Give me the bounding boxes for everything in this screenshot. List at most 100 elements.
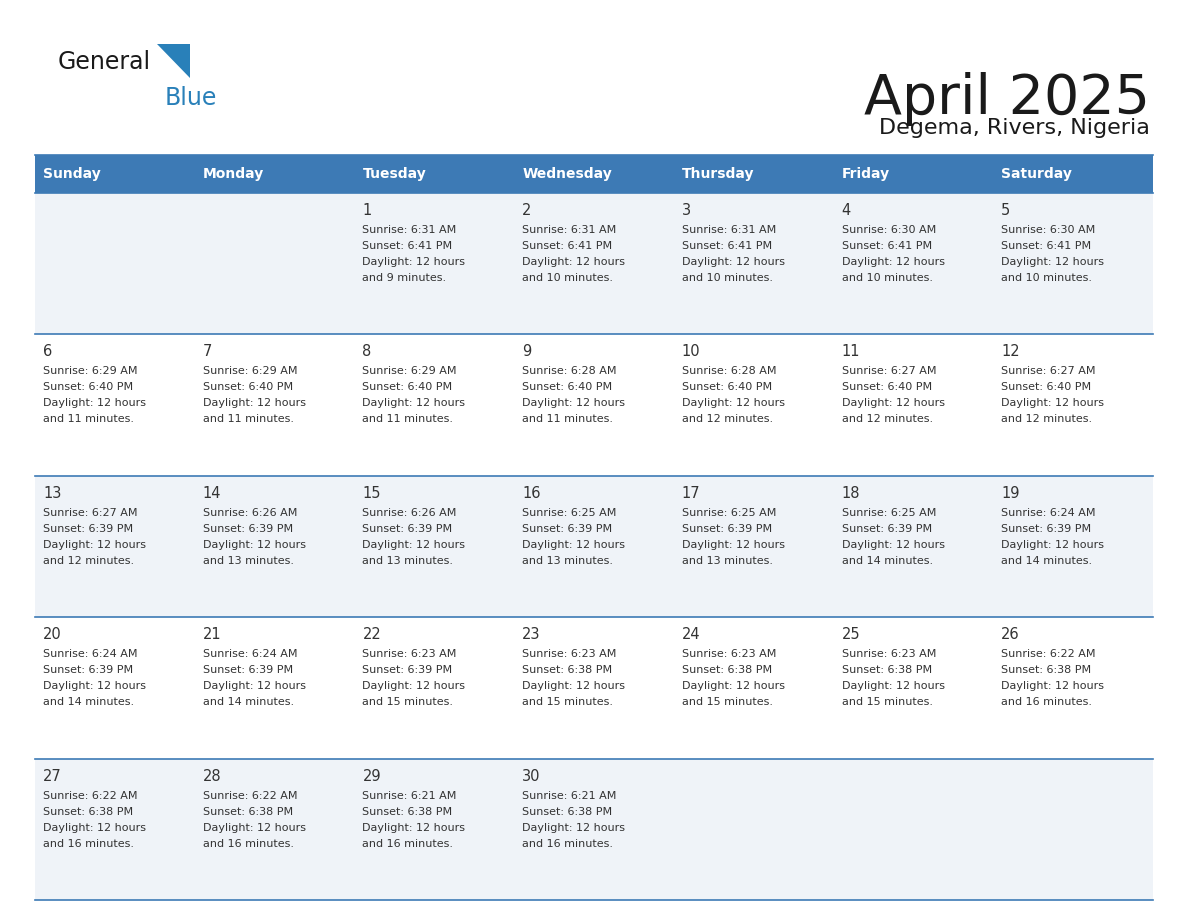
Text: and 12 minutes.: and 12 minutes. xyxy=(43,555,134,565)
Text: Sunrise: 6:27 AM: Sunrise: 6:27 AM xyxy=(1001,366,1095,376)
Text: Daylight: 12 hours: Daylight: 12 hours xyxy=(841,540,944,550)
Text: and 16 minutes.: and 16 minutes. xyxy=(1001,697,1092,707)
Text: Daylight: 12 hours: Daylight: 12 hours xyxy=(682,681,785,691)
Bar xyxy=(674,155,834,193)
Text: 7: 7 xyxy=(203,344,213,360)
Text: Sunset: 6:39 PM: Sunset: 6:39 PM xyxy=(1001,524,1092,533)
Text: Blue: Blue xyxy=(165,86,217,110)
Text: Daylight: 12 hours: Daylight: 12 hours xyxy=(523,257,625,267)
Text: and 10 minutes.: and 10 minutes. xyxy=(523,273,613,283)
Text: 5: 5 xyxy=(1001,203,1011,218)
Text: Daylight: 12 hours: Daylight: 12 hours xyxy=(43,681,146,691)
Text: Sunrise: 6:25 AM: Sunrise: 6:25 AM xyxy=(523,508,617,518)
Text: 19: 19 xyxy=(1001,486,1019,501)
Text: Sunset: 6:38 PM: Sunset: 6:38 PM xyxy=(841,666,931,676)
Text: Daylight: 12 hours: Daylight: 12 hours xyxy=(43,398,146,409)
Text: Sunset: 6:40 PM: Sunset: 6:40 PM xyxy=(682,383,772,392)
Text: Sunrise: 6:31 AM: Sunrise: 6:31 AM xyxy=(362,225,456,235)
Text: Daylight: 12 hours: Daylight: 12 hours xyxy=(362,681,466,691)
Text: Daylight: 12 hours: Daylight: 12 hours xyxy=(841,398,944,409)
Text: 30: 30 xyxy=(523,768,541,784)
Text: 28: 28 xyxy=(203,768,221,784)
Text: 22: 22 xyxy=(362,627,381,643)
Text: Daylight: 12 hours: Daylight: 12 hours xyxy=(203,398,305,409)
Bar xyxy=(354,155,514,193)
Text: Sunrise: 6:29 AM: Sunrise: 6:29 AM xyxy=(362,366,457,376)
Text: Sunrise: 6:27 AM: Sunrise: 6:27 AM xyxy=(841,366,936,376)
Bar xyxy=(834,155,993,193)
Text: 17: 17 xyxy=(682,486,701,501)
Text: Daylight: 12 hours: Daylight: 12 hours xyxy=(841,257,944,267)
Text: Sunrise: 6:30 AM: Sunrise: 6:30 AM xyxy=(1001,225,1095,235)
Text: Daylight: 12 hours: Daylight: 12 hours xyxy=(523,681,625,691)
Text: 11: 11 xyxy=(841,344,860,360)
Text: and 11 minutes.: and 11 minutes. xyxy=(523,414,613,424)
Text: Sunset: 6:39 PM: Sunset: 6:39 PM xyxy=(362,666,453,676)
Text: and 15 minutes.: and 15 minutes. xyxy=(841,697,933,707)
Text: Sunset: 6:41 PM: Sunset: 6:41 PM xyxy=(841,241,931,251)
Text: Sunset: 6:39 PM: Sunset: 6:39 PM xyxy=(203,666,292,676)
Text: Sunset: 6:38 PM: Sunset: 6:38 PM xyxy=(1001,666,1092,676)
Text: and 12 minutes.: and 12 minutes. xyxy=(682,414,773,424)
Bar xyxy=(34,617,1154,758)
Text: Sunset: 6:41 PM: Sunset: 6:41 PM xyxy=(362,241,453,251)
Polygon shape xyxy=(157,44,190,78)
Text: Daylight: 12 hours: Daylight: 12 hours xyxy=(682,398,785,409)
Text: Sunset: 6:38 PM: Sunset: 6:38 PM xyxy=(362,807,453,817)
Text: and 11 minutes.: and 11 minutes. xyxy=(362,414,454,424)
Text: Daylight: 12 hours: Daylight: 12 hours xyxy=(1001,681,1105,691)
Text: Daylight: 12 hours: Daylight: 12 hours xyxy=(362,823,466,833)
Text: Sunrise: 6:30 AM: Sunrise: 6:30 AM xyxy=(841,225,936,235)
Text: Tuesday: Tuesday xyxy=(362,167,426,181)
Text: Sunset: 6:40 PM: Sunset: 6:40 PM xyxy=(203,383,292,392)
Text: Sunset: 6:39 PM: Sunset: 6:39 PM xyxy=(362,524,453,533)
Text: 8: 8 xyxy=(362,344,372,360)
Text: Sunday: Sunday xyxy=(43,167,101,181)
Text: and 15 minutes.: and 15 minutes. xyxy=(362,697,454,707)
Text: 20: 20 xyxy=(43,627,62,643)
Text: Sunrise: 6:31 AM: Sunrise: 6:31 AM xyxy=(523,225,617,235)
Text: Daylight: 12 hours: Daylight: 12 hours xyxy=(682,540,785,550)
Text: Sunset: 6:41 PM: Sunset: 6:41 PM xyxy=(1001,241,1092,251)
Text: Sunrise: 6:21 AM: Sunrise: 6:21 AM xyxy=(523,790,617,800)
Text: Sunset: 6:41 PM: Sunset: 6:41 PM xyxy=(523,241,612,251)
Text: and 10 minutes.: and 10 minutes. xyxy=(682,273,773,283)
Text: 9: 9 xyxy=(523,344,531,360)
Text: and 16 minutes.: and 16 minutes. xyxy=(523,839,613,848)
Text: Sunrise: 6:22 AM: Sunrise: 6:22 AM xyxy=(203,790,297,800)
Text: Sunrise: 6:22 AM: Sunrise: 6:22 AM xyxy=(1001,649,1095,659)
Text: Sunrise: 6:21 AM: Sunrise: 6:21 AM xyxy=(362,790,457,800)
Text: Sunrise: 6:26 AM: Sunrise: 6:26 AM xyxy=(203,508,297,518)
Text: Sunset: 6:38 PM: Sunset: 6:38 PM xyxy=(523,666,612,676)
Text: 27: 27 xyxy=(43,768,62,784)
Text: Monday: Monday xyxy=(203,167,264,181)
Text: 26: 26 xyxy=(1001,627,1020,643)
Text: and 16 minutes.: and 16 minutes. xyxy=(362,839,454,848)
Text: Daylight: 12 hours: Daylight: 12 hours xyxy=(362,540,466,550)
Text: Daylight: 12 hours: Daylight: 12 hours xyxy=(43,540,146,550)
Text: and 13 minutes.: and 13 minutes. xyxy=(362,555,454,565)
Text: Daylight: 12 hours: Daylight: 12 hours xyxy=(841,681,944,691)
Text: and 11 minutes.: and 11 minutes. xyxy=(203,414,293,424)
Text: Daylight: 12 hours: Daylight: 12 hours xyxy=(523,823,625,833)
Text: Sunset: 6:40 PM: Sunset: 6:40 PM xyxy=(1001,383,1092,392)
Bar xyxy=(514,155,674,193)
Text: and 16 minutes.: and 16 minutes. xyxy=(203,839,293,848)
Text: Sunrise: 6:28 AM: Sunrise: 6:28 AM xyxy=(523,366,617,376)
Text: Sunrise: 6:23 AM: Sunrise: 6:23 AM xyxy=(523,649,617,659)
Text: Sunrise: 6:26 AM: Sunrise: 6:26 AM xyxy=(362,508,457,518)
Text: Daylight: 12 hours: Daylight: 12 hours xyxy=(203,823,305,833)
Text: Friday: Friday xyxy=(841,167,890,181)
Text: Sunrise: 6:27 AM: Sunrise: 6:27 AM xyxy=(43,508,138,518)
Text: Sunset: 6:40 PM: Sunset: 6:40 PM xyxy=(43,383,133,392)
Text: Wednesday: Wednesday xyxy=(523,167,612,181)
Text: Sunset: 6:39 PM: Sunset: 6:39 PM xyxy=(523,524,612,533)
Bar xyxy=(195,155,354,193)
Text: Sunset: 6:40 PM: Sunset: 6:40 PM xyxy=(362,383,453,392)
Text: and 14 minutes.: and 14 minutes. xyxy=(841,555,933,565)
Text: Daylight: 12 hours: Daylight: 12 hours xyxy=(203,540,305,550)
Text: Daylight: 12 hours: Daylight: 12 hours xyxy=(523,398,625,409)
Text: General: General xyxy=(58,50,151,74)
Text: 18: 18 xyxy=(841,486,860,501)
Text: Daylight: 12 hours: Daylight: 12 hours xyxy=(1001,398,1105,409)
